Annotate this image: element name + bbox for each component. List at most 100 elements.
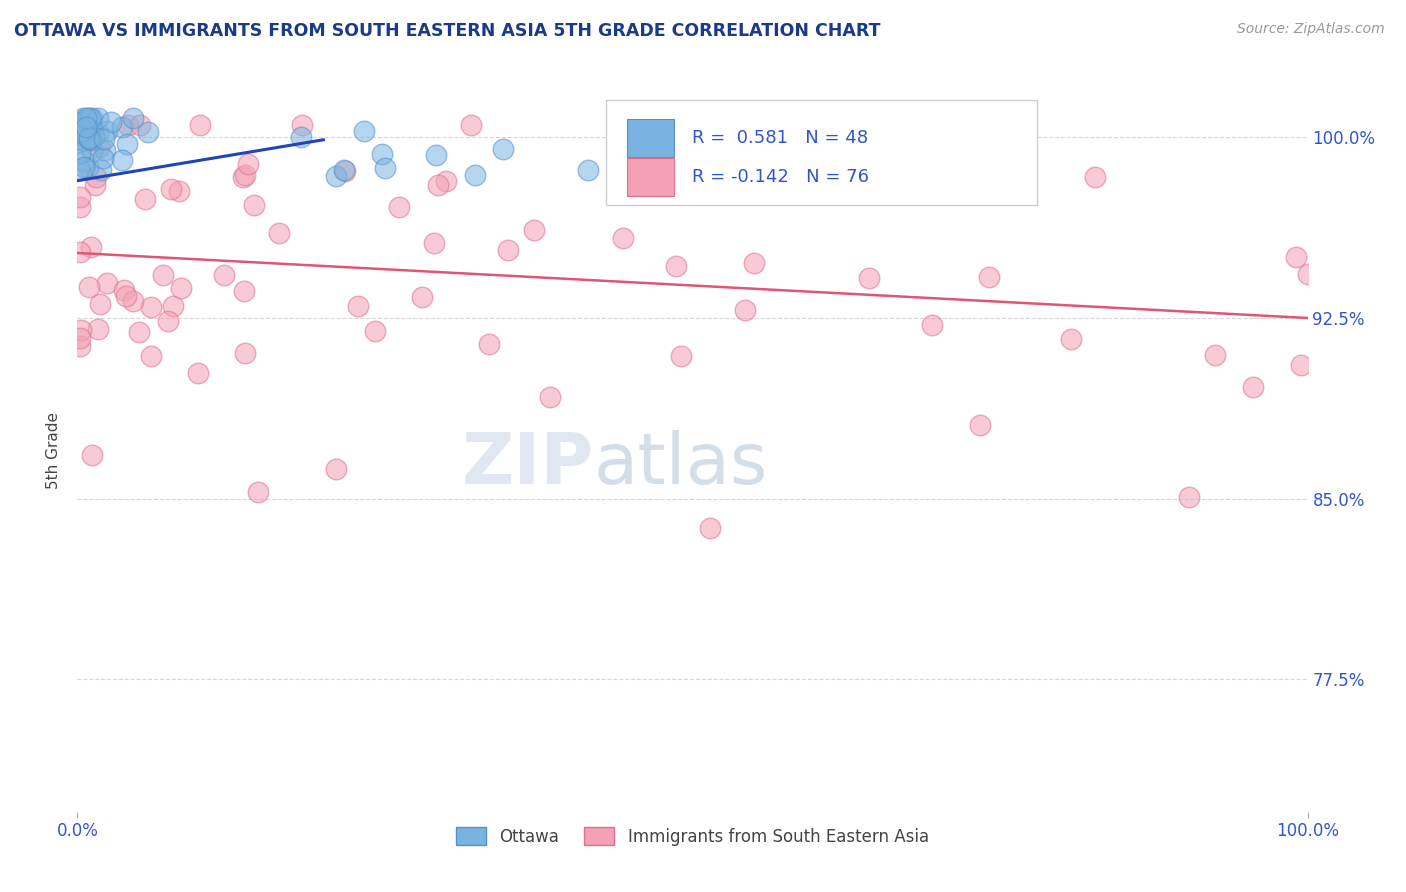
Point: [460, 118, 482, 132]
Point: [232, 169, 254, 184]
Point: [671, 349, 693, 363]
Point: [538, 390, 561, 404]
Point: [75, 128, 97, 143]
Point: [1296, 268, 1319, 282]
Point: [291, 118, 314, 132]
Point: [1084, 170, 1107, 185]
Point: [374, 161, 396, 176]
Point: [134, 192, 156, 206]
Point: [152, 268, 174, 282]
Bar: [627, 158, 673, 195]
Point: [75, 111, 97, 125]
Point: [734, 303, 756, 318]
Point: [67, 114, 90, 128]
Point: [492, 142, 515, 156]
FancyBboxPatch shape: [606, 100, 1038, 205]
Point: [665, 260, 688, 274]
Point: [67, 162, 90, 177]
Point: [72, 153, 94, 168]
Point: [233, 284, 256, 298]
Point: [371, 147, 394, 161]
Point: [267, 226, 290, 240]
Point: [77, 132, 100, 146]
Point: [93, 132, 115, 146]
Point: [87, 322, 110, 336]
Point: [90, 162, 112, 177]
Point: [427, 178, 450, 193]
Point: [70, 128, 93, 142]
Point: [80, 111, 103, 125]
Point: [67, 131, 90, 145]
Point: [478, 337, 501, 351]
Point: [233, 168, 256, 182]
Point: [858, 271, 880, 285]
Point: [325, 462, 347, 476]
Point: [388, 200, 411, 214]
Text: R = -0.142   N = 76: R = -0.142 N = 76: [693, 168, 869, 186]
Text: OTTAWA VS IMMIGRANTS FROM SOUTH EASTERN ASIA 5TH GRADE CORRELATION CHART: OTTAWA VS IMMIGRANTS FROM SOUTH EASTERN …: [14, 22, 880, 40]
Point: [128, 325, 150, 339]
Point: [141, 349, 163, 363]
Point: [70, 133, 93, 147]
Point: [87, 126, 110, 140]
Point: [79, 131, 101, 145]
Point: [69, 146, 91, 161]
Point: [411, 290, 433, 304]
Point: [100, 114, 122, 128]
Point: [77, 160, 100, 174]
Point: [325, 169, 347, 183]
Point: [236, 157, 259, 171]
Point: [866, 179, 889, 194]
Point: [247, 484, 270, 499]
Point: [576, 162, 599, 177]
Point: [347, 299, 370, 313]
Point: [335, 163, 357, 178]
Point: [1285, 250, 1308, 264]
Point: [83, 178, 105, 193]
Point: [243, 198, 266, 212]
Point: [742, 256, 765, 270]
Point: [699, 521, 721, 535]
Point: [117, 118, 139, 132]
Point: [188, 118, 211, 132]
Point: [69, 200, 91, 214]
Text: R =  0.581   N = 48: R = 0.581 N = 48: [693, 128, 869, 147]
Point: [1204, 348, 1226, 362]
Point: [1178, 490, 1201, 504]
Point: [80, 448, 103, 462]
Point: [79, 111, 101, 125]
Point: [83, 129, 105, 144]
Point: [160, 182, 183, 196]
Point: [80, 133, 103, 147]
Point: [89, 296, 111, 310]
Point: [77, 111, 100, 125]
Y-axis label: 5th Grade: 5th Grade: [46, 412, 62, 489]
Point: [79, 121, 101, 136]
Point: [121, 111, 143, 125]
Point: [1060, 332, 1083, 346]
Point: [89, 140, 111, 154]
Point: [496, 243, 519, 257]
Point: [464, 168, 486, 182]
Point: [73, 161, 96, 175]
Point: [657, 179, 679, 194]
Point: [111, 120, 134, 135]
Point: [96, 277, 118, 291]
Point: [212, 268, 235, 283]
Point: [79, 280, 101, 294]
Point: [84, 170, 107, 185]
Point: [72, 111, 94, 125]
Text: ZIP: ZIP: [461, 431, 595, 500]
Point: [364, 324, 387, 338]
Point: [94, 143, 117, 157]
Point: [612, 231, 634, 245]
Point: [523, 223, 546, 237]
Point: [233, 345, 256, 359]
Point: [139, 300, 162, 314]
Point: [70, 124, 93, 138]
Point: [1241, 380, 1264, 394]
Point: [69, 245, 91, 260]
Point: [423, 236, 446, 251]
Point: [96, 123, 118, 137]
Point: [129, 118, 152, 132]
